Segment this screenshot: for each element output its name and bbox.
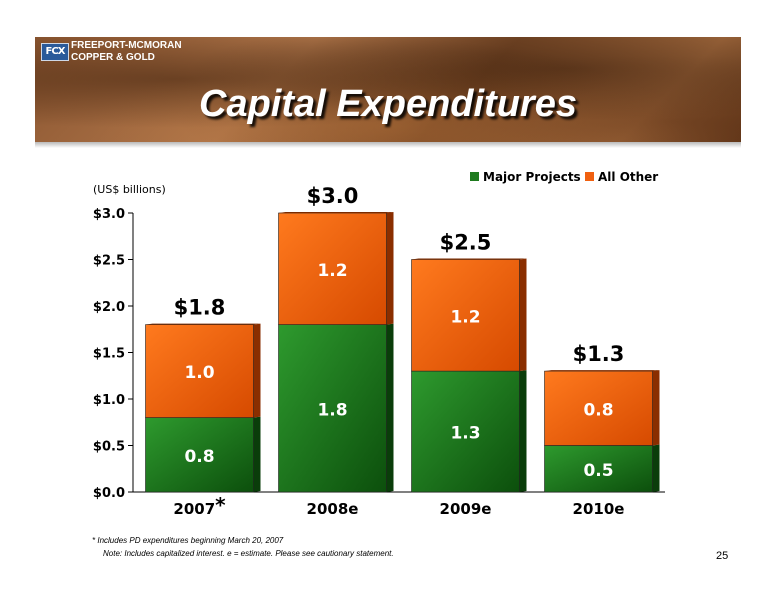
company-logo: FCX (41, 43, 69, 61)
company-name-line1: FREEPORT-MCMORAN (71, 40, 182, 51)
legend-label: Major Projects (483, 170, 581, 184)
bar-all-other (145, 324, 254, 418)
bar-top (411, 258, 527, 260)
bar-top (544, 370, 660, 372)
bar-all-other (278, 212, 387, 325)
bar-top (145, 323, 261, 325)
y-tick-label: $1.5 (93, 347, 125, 362)
x-tick-label: 2007* (173, 493, 226, 518)
footnote-2: Note: Includes capitalized interest. e =… (103, 549, 394, 558)
bar-side (253, 416, 261, 492)
total-label: $1.3 (573, 342, 625, 366)
y-tick-label: $3.0 (93, 207, 125, 222)
footnote-1: * Includes PD expenditures beginning Mar… (92, 536, 283, 545)
y-tick-label: $2.5 (93, 254, 125, 269)
y-tick-label: $0.5 (93, 440, 125, 455)
data-label-all-other: 1.2 (450, 307, 480, 327)
data-label-all-other: 1.2 (317, 261, 347, 281)
y-tick-label: $1.0 (93, 393, 125, 408)
bar-side (386, 212, 394, 325)
x-tick-label: 2008e (307, 500, 359, 518)
axis-layer: $0.0 $0.5 $1.0 $1.5 $2.0 $2.5 $3.0 (US$ billion… (93, 183, 665, 501)
bar-major-projects (544, 445, 653, 493)
y-tick-label: $2.0 (93, 300, 125, 315)
data-label-all-other: 0.8 (583, 400, 613, 420)
footnote-marker: * (92, 536, 96, 545)
bar-all-other (544, 370, 653, 446)
data-label-major-projects: 1.3 (450, 424, 480, 444)
legend-label: All Other (598, 170, 658, 184)
bar-side (386, 323, 394, 492)
bar-side (652, 370, 660, 446)
company-name: FREEPORT-MCMORAN COPPER & GOLD (71, 40, 182, 64)
page-number: 25 (716, 550, 729, 562)
header-banner: FCX FREEPORT-MCMORAN COPPER & GOLD Capit… (35, 37, 741, 142)
x-tick-label: 2009e (440, 500, 492, 518)
category-marker: * (215, 493, 226, 517)
bar-side (652, 444, 660, 492)
data-label-major-projects: 0.8 (184, 447, 214, 467)
page-title: Capital Expenditures (199, 83, 577, 125)
total-label: $3.0 (307, 184, 359, 208)
bar-all-other (411, 259, 520, 372)
legend-swatch (470, 172, 479, 181)
bar-major-projects (278, 324, 387, 493)
total-label: $2.5 (440, 231, 492, 255)
data-label-major-projects: 1.8 (317, 400, 347, 420)
data-label-all-other: 1.0 (184, 363, 214, 383)
bar-major-projects (411, 370, 520, 493)
bar-side (253, 323, 261, 418)
company-name-line2: COPPER & GOLD (71, 52, 155, 63)
legend: Major Projects All Other (470, 170, 658, 184)
banner-shadow (35, 142, 741, 148)
bar-layer (145, 212, 660, 493)
y-tick-label: $0.0 (93, 486, 125, 501)
data-label-major-projects: 0.5 (583, 461, 613, 481)
x-tick-label: 2010e (573, 500, 625, 518)
y-unit-label: (US$ billions) (93, 183, 166, 196)
total-label: $1.8 (174, 296, 226, 320)
bar-side (519, 370, 527, 492)
bar-side (519, 258, 527, 372)
footnote-text-1: Includes PD expenditures beginning March… (97, 536, 284, 545)
bar-major-projects (145, 417, 254, 493)
bar-top (278, 212, 394, 213)
legend-swatch (585, 172, 594, 181)
